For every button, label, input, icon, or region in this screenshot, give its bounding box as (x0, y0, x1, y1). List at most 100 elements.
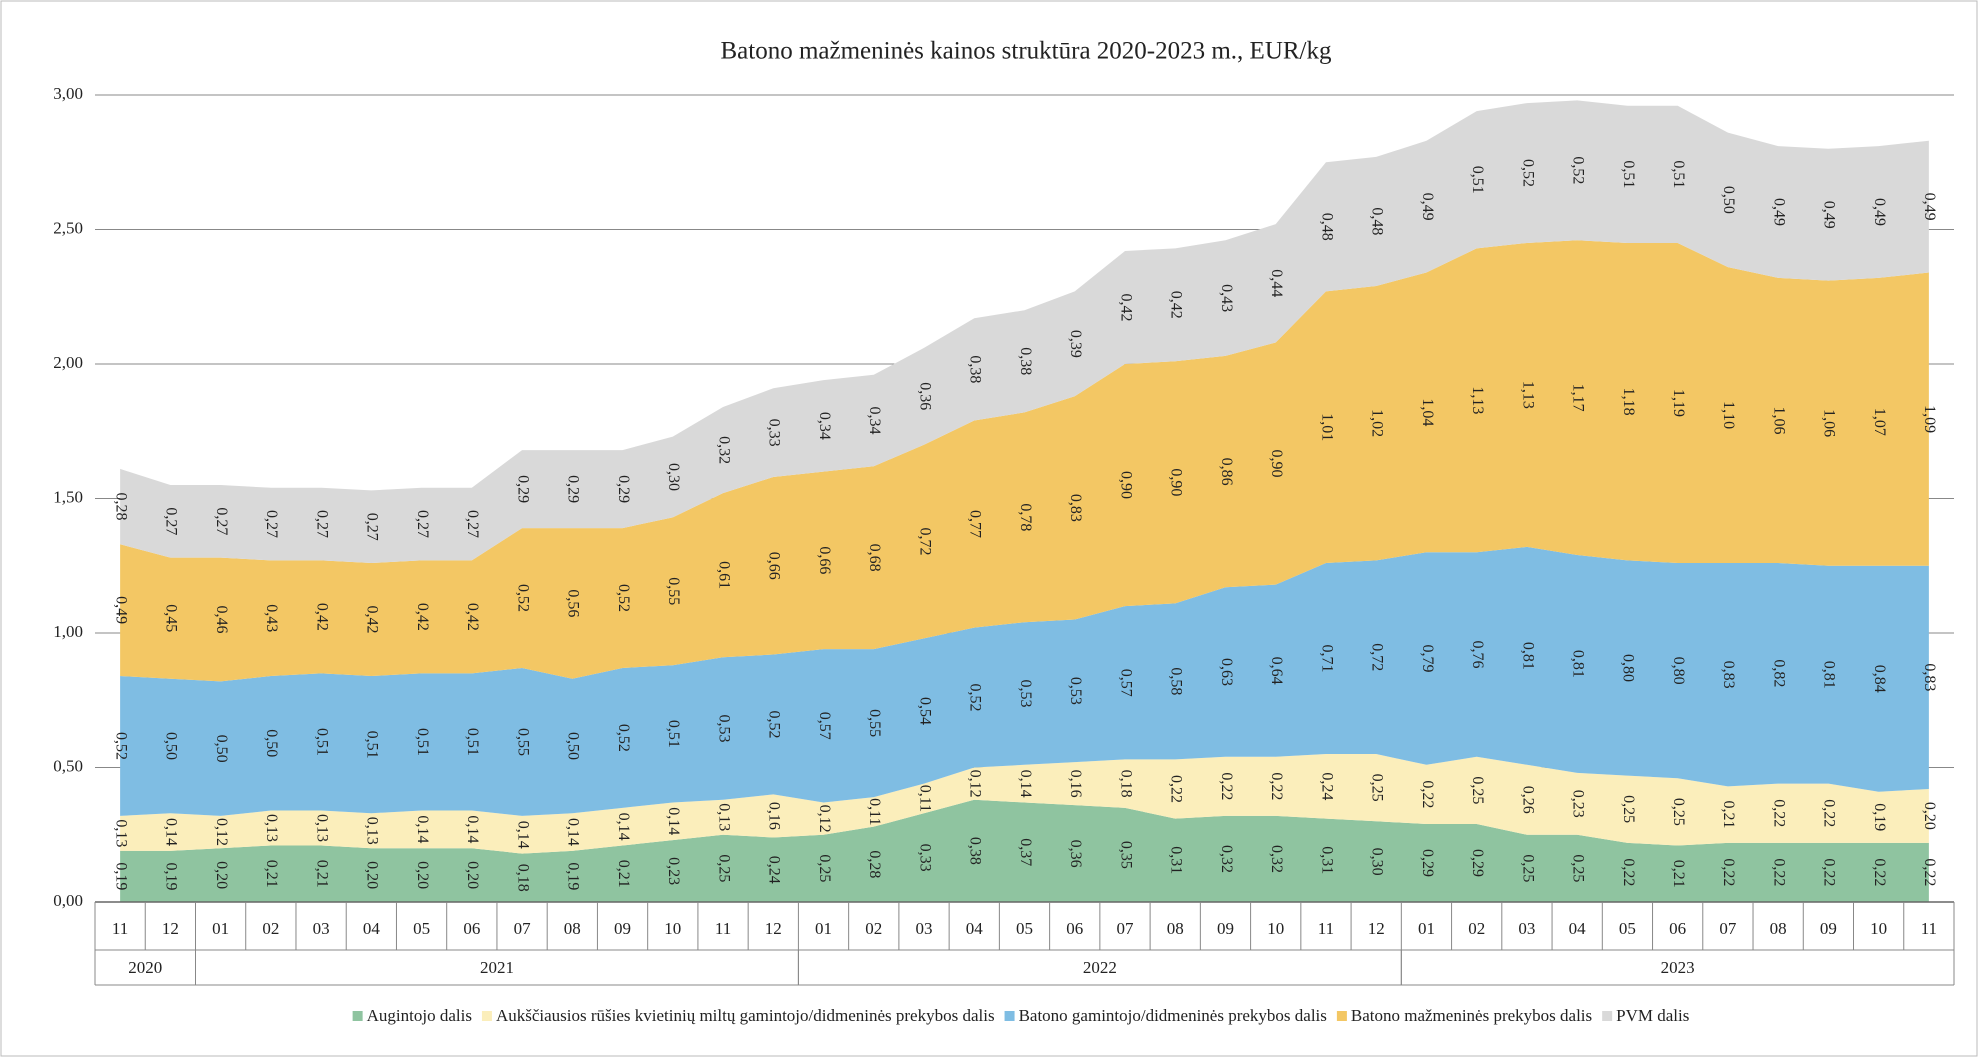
legend-swatch (352, 1011, 363, 1021)
value-label: 0,37 (1017, 838, 1034, 866)
value-label: 0,43 (263, 604, 280, 632)
value-label: 0,90 (1117, 471, 1134, 499)
value-label: 0,31 (1318, 846, 1335, 874)
value-label: 0,23 (665, 857, 682, 885)
legend-label: Batono gamintojo/didmeninės prekybos dal… (1019, 1006, 1327, 1025)
legend-label: Aukščiausios rūšies kvietinių miltų gami… (496, 1006, 995, 1025)
x-tick-label: 07 (1719, 919, 1737, 938)
value-label: 0,42 (364, 606, 381, 634)
value-label: 0,51 (313, 728, 330, 756)
value-label: 0,83 (1067, 494, 1084, 522)
value-label: 0,22 (1821, 858, 1838, 886)
value-label: 0,80 (1670, 657, 1687, 685)
value-label: 0,43 (1218, 284, 1235, 312)
value-label: 0,25 (1570, 854, 1587, 882)
value-label: 0,51 (1670, 160, 1687, 188)
value-label: 0,22 (1268, 772, 1285, 800)
value-label: 1,02 (1369, 409, 1386, 437)
value-label: 0,84 (1871, 665, 1888, 693)
x-tick-label: 04 (1569, 919, 1587, 938)
x-tick-label: 09 (614, 919, 631, 938)
value-label: 0,29 (514, 475, 531, 503)
value-label: 0,22 (1720, 858, 1737, 886)
value-label: 0,20 (414, 861, 431, 889)
x-tick-label: 11 (1318, 919, 1334, 938)
value-label: 0,35 (1117, 841, 1134, 869)
value-label: 0,51 (1620, 160, 1637, 188)
legend-swatch (1336, 1011, 1347, 1021)
value-label: 0,81 (1821, 661, 1838, 689)
y-tick-label: 1,00 (53, 622, 83, 641)
y-tick-label: 0,00 (53, 891, 83, 910)
value-label: 0,52 (615, 584, 632, 612)
x-tick-label: 02 (865, 919, 882, 938)
value-label: 0,53 (715, 714, 732, 742)
value-label: 1,06 (1770, 406, 1787, 434)
value-label: 0,48 (1369, 207, 1386, 235)
x-tick-label: 10 (664, 919, 681, 938)
value-label: 0,27 (364, 513, 381, 541)
y-tick-label: 2,50 (53, 218, 83, 237)
value-label: 0,49 (1871, 198, 1888, 226)
value-label: 0,14 (565, 818, 582, 846)
value-label: 0,12 (967, 770, 984, 798)
value-label: 0,32 (1268, 845, 1285, 873)
value-label: 0,50 (565, 732, 582, 760)
x-tick-label: 11 (715, 919, 731, 938)
value-label: 0,25 (1620, 795, 1637, 823)
value-label: 0,66 (766, 552, 783, 580)
value-label: 0,80 (1620, 654, 1637, 682)
x-tick-label: 02 (262, 919, 279, 938)
value-label: 0,71 (1318, 645, 1335, 673)
value-label: 0,58 (1168, 667, 1185, 695)
x-tick-label: 02 (1468, 919, 1485, 938)
x-tick-label: 01 (1418, 919, 1435, 938)
value-label: 0,46 (213, 606, 230, 634)
value-label: 0,16 (1067, 770, 1084, 798)
x-tick-label: 04 (966, 919, 984, 938)
value-label: 0,76 (1469, 641, 1486, 669)
value-label: 0,61 (715, 561, 732, 589)
value-label: 0,51 (414, 728, 431, 756)
value-label: 0,52 (514, 584, 531, 612)
value-label: 0,22 (1821, 799, 1838, 827)
value-label: 0,20 (464, 861, 481, 889)
value-label: 0,25 (1469, 776, 1486, 804)
value-label: 1,13 (1519, 381, 1536, 409)
value-label: 0,19 (163, 862, 180, 890)
legend-swatch (1004, 1011, 1015, 1021)
value-label: 0,50 (213, 735, 230, 763)
value-label: 0,32 (715, 436, 732, 464)
value-label: 0,86 (1218, 458, 1235, 486)
value-label: 0,11 (916, 785, 933, 812)
x-tick-label: 12 (162, 919, 179, 938)
value-label: 0,66 (816, 546, 833, 574)
value-label: 0,52 (967, 684, 984, 712)
value-label: 0,81 (1570, 650, 1587, 678)
value-label: 0,13 (364, 817, 381, 845)
value-label: 1,13 (1469, 386, 1486, 414)
value-label: 0,18 (1117, 770, 1134, 798)
value-label: 0,32 (1218, 845, 1235, 873)
value-label: 1,07 (1871, 408, 1888, 436)
value-label: 0,51 (464, 728, 481, 756)
x-tick-label: 12 (1368, 919, 1385, 938)
value-label: 0,14 (1017, 770, 1034, 798)
value-label: 0,13 (112, 819, 129, 847)
value-label: 0,52 (112, 732, 129, 760)
value-label: 0,22 (1770, 799, 1787, 827)
value-label: 0,72 (916, 528, 933, 556)
chart-title: Batono mažmeninės kainos struktūra 2020-… (720, 38, 1332, 65)
value-label: 0,27 (163, 507, 180, 535)
value-label: 0,13 (263, 814, 280, 842)
value-label: 0,90 (1168, 468, 1185, 496)
value-label: 0,77 (967, 510, 984, 538)
value-label: 1,19 (1670, 389, 1687, 417)
value-label: 0,22 (1770, 858, 1787, 886)
value-label: 0,22 (1218, 772, 1235, 800)
x-tick-label: 03 (313, 919, 330, 938)
value-label: 0,48 (1318, 213, 1335, 241)
value-label: 0,38 (1017, 347, 1034, 375)
value-label: 0,25 (816, 854, 833, 882)
x-tick-label: 06 (1066, 919, 1083, 938)
